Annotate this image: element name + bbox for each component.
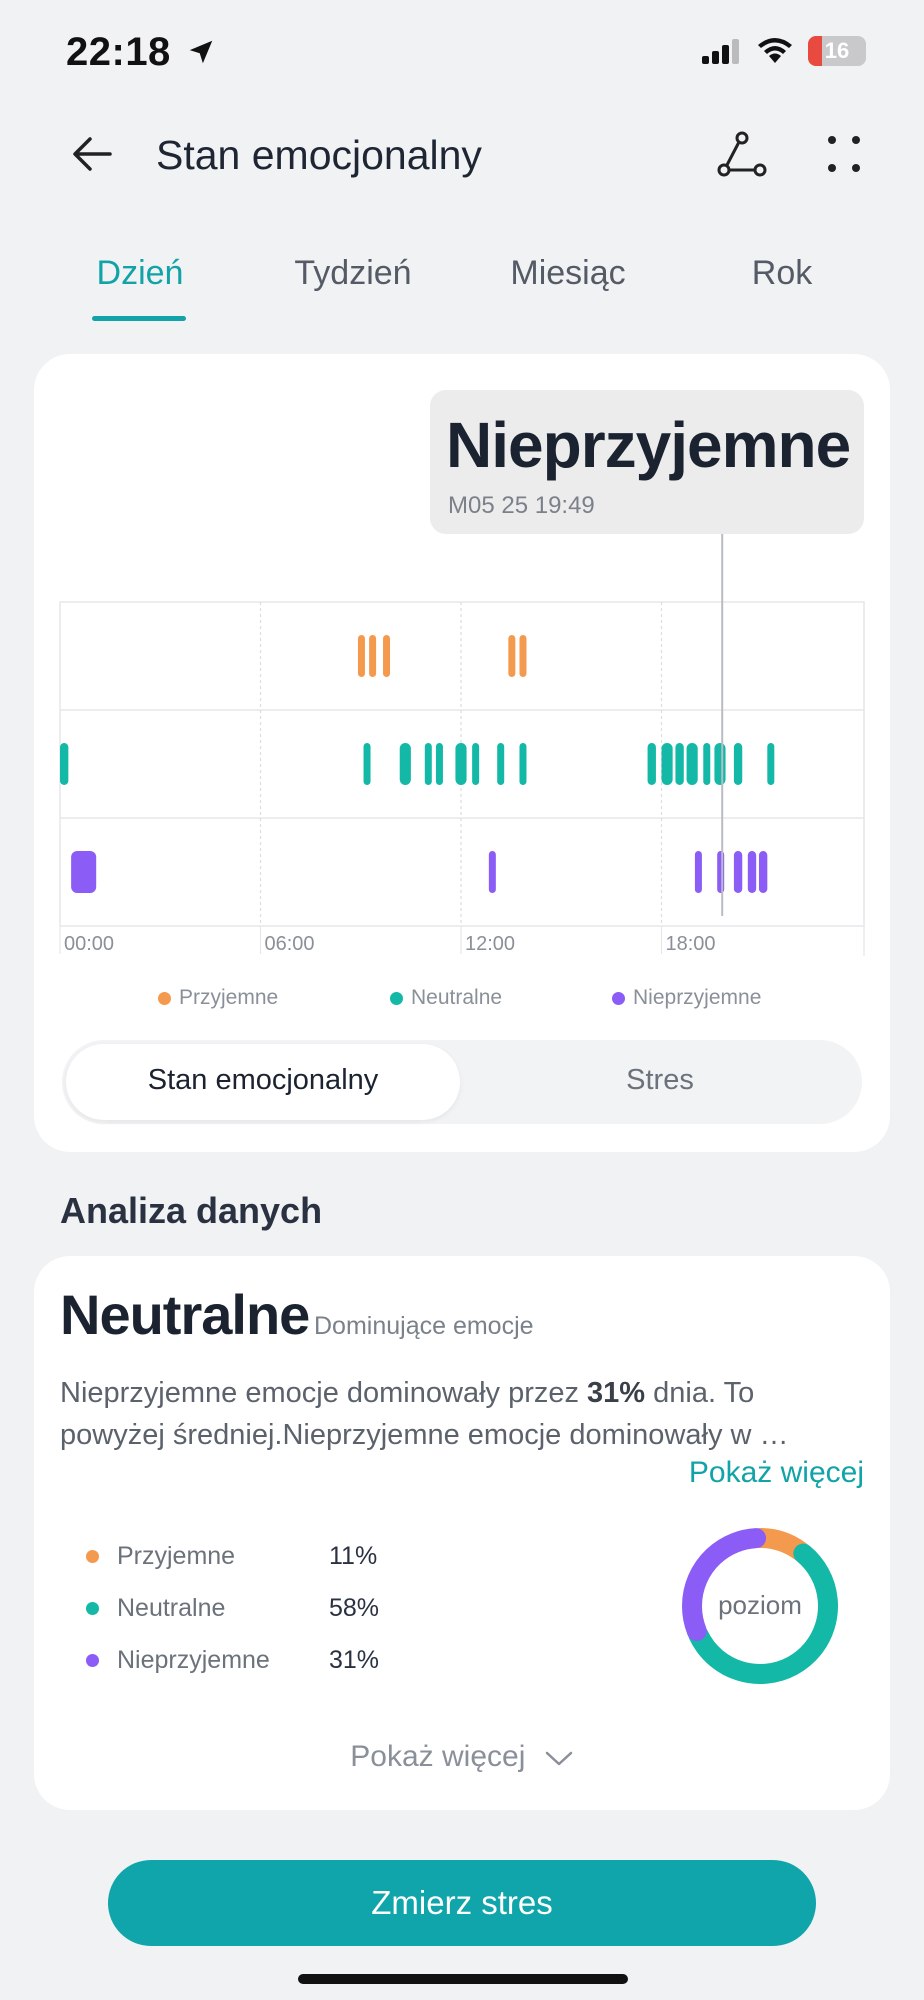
share-nodes-icon[interactable]	[716, 128, 768, 180]
x-tick-label: 00:00	[64, 933, 114, 955]
event-bar-neutralne	[424, 743, 432, 785]
event-bar-neutralne	[714, 743, 726, 785]
legend-neutral: Neutralne	[390, 986, 502, 1010]
page-title: Stan emocjonalny	[156, 132, 482, 178]
event-bar-nieprzyjemne	[747, 851, 757, 893]
legend-pleasant: Przyjemne	[158, 986, 278, 1010]
event-bar-neutralne	[519, 743, 527, 785]
event-bar-przyjemne	[383, 635, 391, 677]
more-options-icon[interactable]	[826, 134, 862, 174]
x-tick-label: 12:00	[465, 933, 515, 955]
event-bar-neutralne	[472, 743, 480, 785]
dominant-emotion: Neutralne	[60, 1283, 310, 1346]
status-time: 22:18	[66, 30, 216, 75]
event-bar-neutralne	[455, 743, 467, 785]
event-bar-neutralne	[497, 743, 505, 785]
event-bar-neutralne	[647, 743, 656, 785]
signal-icon	[702, 39, 739, 64]
event-bar-neutralne	[363, 743, 371, 785]
donut-segment-nieprzyjemne	[682, 1528, 838, 1684]
event-bar-przyjemne	[357, 635, 365, 677]
status-icons: 16	[702, 36, 866, 66]
show-more-link[interactable]: Pokaż więcej	[688, 1456, 864, 1489]
event-bar-neutralne	[767, 743, 775, 785]
event-bar-przyjemne	[519, 635, 527, 677]
home-indicator	[298, 1974, 628, 1984]
stat-row-unpleasant: Nieprzyjemne 31%	[86, 1646, 379, 1675]
donut-label: poziom	[718, 1590, 802, 1620]
event-bar-nieprzyjemne	[71, 851, 97, 893]
stat-row-neutral: Neutralne 58%	[86, 1594, 379, 1623]
pleasant-dot	[86, 1550, 99, 1563]
unpleasant-dot	[86, 1654, 99, 1667]
x-tick-label: 06:00	[265, 933, 315, 955]
toggle-emotional-state-label: Stan emocjonalny	[147, 1064, 379, 1096]
event-bar-przyjemne	[508, 635, 516, 677]
section-title: Analiza danych	[60, 1190, 323, 1231]
event-bar-neutralne	[399, 743, 411, 785]
event-bar-neutralne	[661, 743, 673, 785]
active-tab-indicator	[92, 316, 186, 321]
dominant-emotion-caption: Dominujące emocje	[314, 1312, 534, 1340]
tooltip-time: M05 25 19:49	[448, 492, 595, 519]
measure-stress-button[interactable]: Zmierz stres	[108, 1860, 816, 1946]
legend-unpleasant: Nieprzyjemne	[612, 986, 761, 1010]
analysis-description: Nieprzyjemne emocje dominowały przez 31%…	[60, 1377, 789, 1451]
event-bar-nieprzyjemne	[694, 851, 702, 893]
x-tick-label: 18:00	[666, 933, 716, 955]
location-arrow-icon	[190, 40, 213, 64]
battery-icon: 16	[808, 36, 866, 66]
back-arrow-icon[interactable]	[66, 128, 118, 180]
event-bar-neutralne	[733, 743, 743, 785]
tab-year[interactable]: Rok	[751, 254, 813, 292]
event-bar-nieprzyjemne	[488, 851, 496, 893]
event-bar-neutralne	[675, 743, 684, 785]
event-bar-przyjemne	[369, 635, 377, 677]
battery-level: 16	[824, 38, 850, 63]
event-bar-nieprzyjemne	[733, 851, 743, 893]
neutral-dot	[86, 1602, 99, 1615]
toggle-emotional-state[interactable]	[66, 1044, 460, 1120]
toggle-stress[interactable]: Stres	[626, 1064, 694, 1096]
event-bar-neutralne	[60, 743, 69, 785]
event-bar-neutralne	[686, 743, 698, 785]
tooltip-title: Nieprzyjemne	[446, 409, 851, 481]
show-more-expand[interactable]: Pokaż więcej	[0, 1740, 924, 1774]
tab-day[interactable]: Dzień	[96, 254, 184, 292]
event-bar-neutralne	[435, 743, 443, 785]
event-bar-neutralne	[703, 743, 711, 785]
emotion-timeline-chart[interactable]: 00:00 06:00 12:00 18:00	[0, 0, 924, 980]
tab-month[interactable]: Miesiąc	[510, 254, 626, 292]
event-bar-nieprzyjemne	[758, 851, 768, 893]
stat-row-pleasant: Przyjemne 11%	[86, 1542, 377, 1571]
chevron-down-icon	[545, 1751, 572, 1766]
donut-segment-neutralne	[682, 1528, 838, 1684]
emotion-donut-chart	[682, 1528, 838, 1684]
wifi-icon	[758, 38, 792, 63]
tab-week[interactable]: Tydzień	[294, 254, 412, 292]
chart-tooltip	[430, 390, 864, 534]
